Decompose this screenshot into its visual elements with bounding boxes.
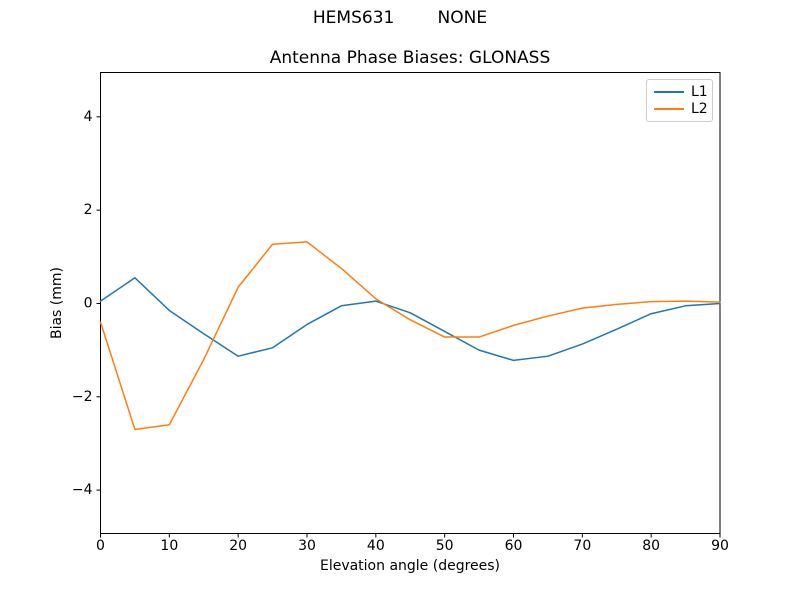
x-tick-label: 80 [642,538,660,554]
legend-label-l1: L1 [691,84,708,101]
legend-item-l1: L1 [654,84,708,101]
y-tick-label: 2 [84,202,93,218]
x-tick-label: 30 [298,538,316,554]
y-tick-label: 0 [84,295,93,311]
y-tick-label: 4 [84,109,93,125]
x-axis-label: Elevation angle (degrees) [319,558,501,574]
legend-label-l2: L2 [691,100,708,117]
legend: L1 L2 [646,79,713,122]
series-line-l2 [99,241,721,431]
x-tick-label: 90 [711,538,729,554]
series-line-l1 [99,277,721,362]
y-axis-label: Bias (mm) [49,266,65,340]
x-tick-label: 10 [160,538,178,554]
l1-line-swatch [654,91,684,94]
y-tick-label: −4 [72,482,93,498]
x-tick-label: 70 [573,538,591,554]
l2-line-swatch [654,107,684,110]
legend-item-l2: L2 [654,100,708,117]
x-tick-label: 0 [96,538,105,554]
x-tick-label: 50 [436,538,454,554]
y-tick-label: −2 [72,389,93,405]
x-tick-label: 20 [229,538,247,554]
x-tick-label: 60 [505,538,523,554]
x-tick-label: 40 [367,538,385,554]
suptitle: HEMS631 NONE [312,8,488,28]
chart-title: Antenna Phase Biases: GLONASS [269,48,551,68]
